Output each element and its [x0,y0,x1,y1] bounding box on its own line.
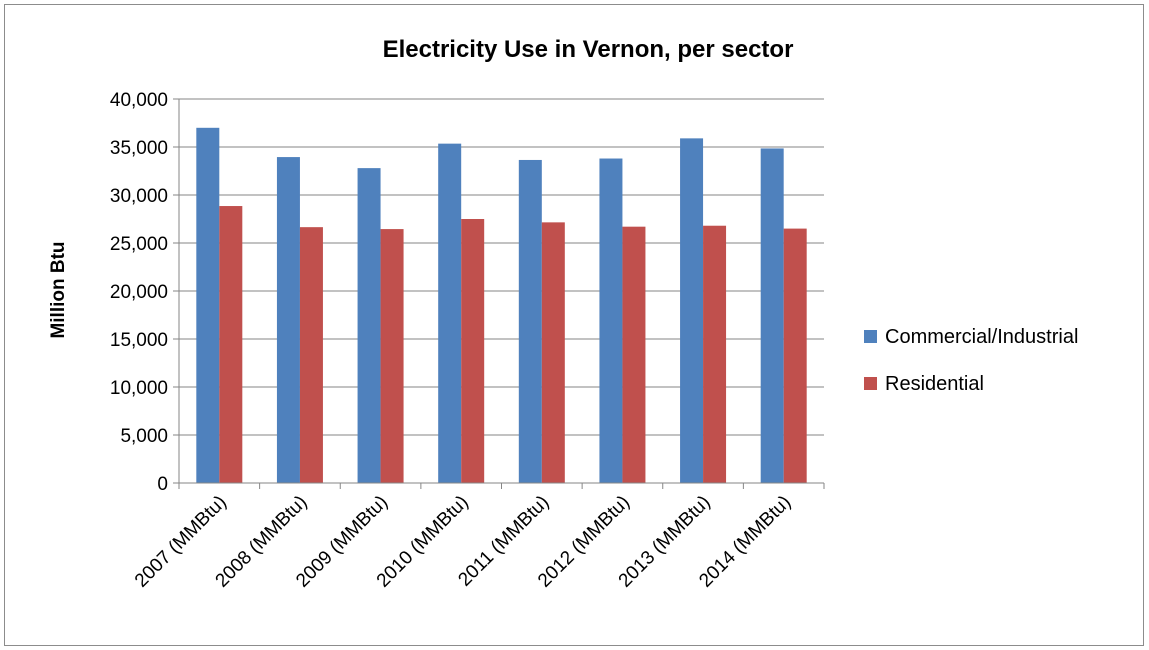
gridlines [179,98,824,436]
bar-residential [622,226,646,483]
bar-residential [541,222,565,484]
bar-residential [380,229,404,483]
y-tick-label: 35,000 [110,138,168,159]
bar-commercial-industrial [196,127,220,484]
bar-commercial-industrial [680,138,704,484]
bar-commercial-industrial [357,168,381,483]
bar-residential [299,227,323,483]
legend-label: Residential [885,373,984,395]
bars [196,127,807,484]
chart-frame [4,4,1144,646]
bar-residential [219,206,243,484]
legend-swatch [864,330,877,343]
bar-residential [703,225,727,483]
y-tick-label: 25,000 [110,234,168,255]
bar-commercial-industrial [276,157,300,483]
bar-residential [461,219,485,483]
y-tick-label: 5,000 [120,426,168,447]
y-tick-label: 30,000 [110,186,168,207]
y-tick-label: 40,000 [110,90,168,111]
bar-residential [783,228,807,483]
y-tick-label: 0 [157,474,168,495]
bar-commercial-industrial [518,159,542,483]
y-tick-label: 20,000 [110,282,168,303]
legend-label: Commercial/Industrial [885,326,1078,348]
chart-title: Electricity Use in Vernon, per sector [383,36,794,63]
y-tick-label: 15,000 [110,330,168,351]
bar-commercial-industrial [599,158,623,483]
y-tick-label: 10,000 [110,378,168,399]
legend: Commercial/Industrial Residential [864,326,1078,395]
bar-commercial-industrial [438,143,462,483]
legend-swatch [864,377,877,390]
bar-commercial-industrial [760,148,784,483]
y-axis-label: Million Btu [48,241,69,338]
